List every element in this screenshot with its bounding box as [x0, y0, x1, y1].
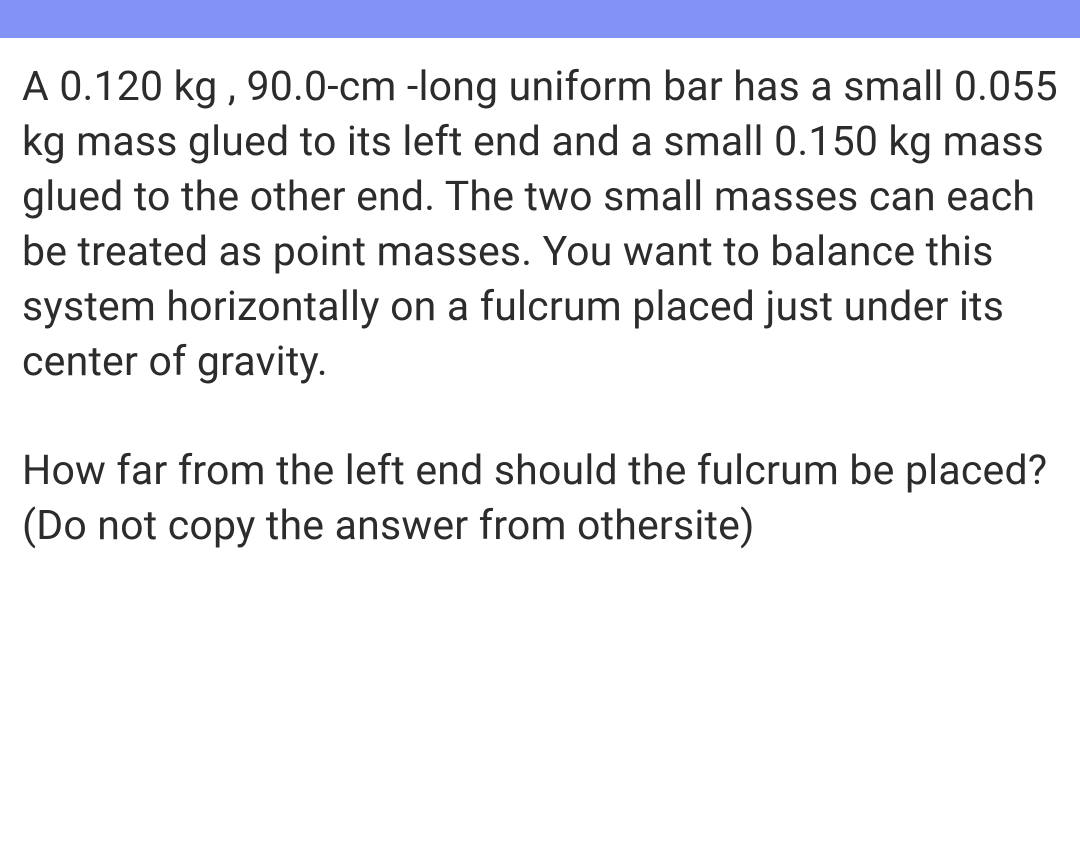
problem-statement: A 0.120 kg , 90.0-cm -long uniform bar h… [22, 60, 1058, 390]
question-content: A 0.120 kg , 90.0-cm -long uniform bar h… [0, 38, 1080, 554]
header-accent-bar [0, 0, 1080, 38]
question-line-1: How far from the left end should the ful… [22, 447, 1047, 495]
question-line-2: (Do not copy the answer from othersite) [22, 502, 755, 550]
question-prompt: How far from the left end should the ful… [22, 444, 1058, 554]
